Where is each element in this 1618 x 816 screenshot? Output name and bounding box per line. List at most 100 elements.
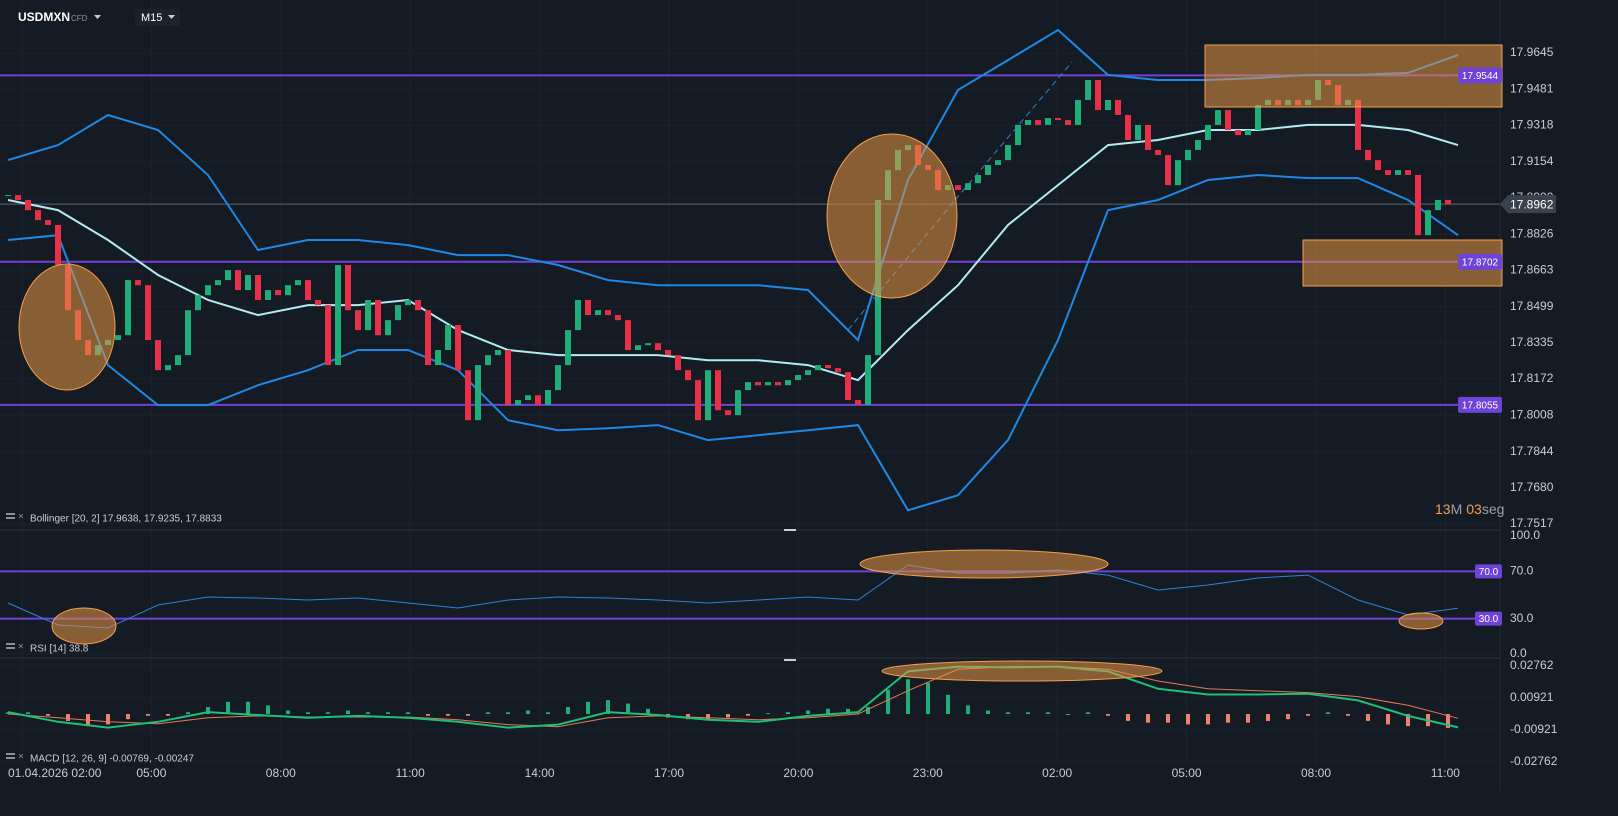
bollinger-middle [7,123,1459,382]
highlight-ellipse[interactable] [881,660,1163,682]
highlight-ellipse[interactable] [51,607,117,645]
candle-body [1155,149,1161,156]
candle-body [315,300,321,306]
highlight-ellipse[interactable] [18,263,116,391]
histogram-bar [46,714,50,716]
candle-body [805,370,811,376]
histogram-bar [906,679,910,714]
candle-body [1065,120,1071,125]
y-tick-label: 70.0 [1510,564,1534,578]
close-icon[interactable]: × [18,512,24,523]
candle-body [225,270,231,281]
y-tick-label: 17.8826 [1510,226,1554,240]
level-label: 17.8055 [1462,401,1499,412]
symbol[interactable]: USDMXN [18,10,70,24]
icon[interactable] [6,753,15,755]
x-tick-label: 08:00 [266,766,296,780]
y-tick-label: 17.7680 [1510,480,1554,494]
level-label: 70.0 [1479,567,1499,578]
candle-body [955,185,961,191]
y-tick-label: -0.02762 [1510,754,1558,768]
candle-body [1095,80,1101,111]
histogram-bar [1366,714,1370,721]
histogram-bar [806,710,810,714]
x-tick-label: 05:00 [1172,766,1202,780]
rsi-line [7,564,1459,629]
histogram-bar [166,714,170,716]
bollinger-label: Bollinger [20, 2] 17.9638, 17.9235, 17.8… [30,514,222,525]
histogram-bar [386,712,390,714]
candle-body [1055,118,1061,121]
highlight-ellipse[interactable] [826,133,958,299]
histogram-bar [186,712,190,714]
icon[interactable] [6,647,15,649]
candle-body [1105,99,1111,111]
candle-body [385,320,391,336]
dropdown-arrow[interactable] [168,15,175,19]
histogram-bar [106,714,110,725]
histogram-bar [1066,714,1070,715]
trend-line[interactable] [954,61,1073,201]
candle-body [655,343,661,351]
icon[interactable] [6,513,15,515]
candle-body [475,365,481,421]
candle-body [1175,160,1181,186]
histogram-bar [886,689,890,714]
candle-body [335,265,341,366]
candle-body [125,280,131,336]
current-price-box [1500,195,1556,214]
histogram-bar [566,707,570,714]
histogram-bar [146,714,150,716]
candle-body [275,290,281,296]
histogram-bar [966,705,970,714]
candle-body [155,340,161,371]
histogram-bar [766,713,770,715]
candle-body [845,372,851,401]
highlight-ellipse[interactable] [1398,612,1444,630]
candle-body [765,382,771,386]
candle-body [245,274,251,291]
x-tick-label: 01.04.2026 02:00 [8,766,102,780]
level-label-box [1458,253,1502,270]
bollinger-lower [7,173,1459,512]
candle-body [775,382,781,386]
candle-body [495,350,501,356]
timeframe-button[interactable] [135,9,180,26]
x-tick-label: 14:00 [525,766,555,780]
candle-body [455,325,461,371]
candle-body [205,285,211,296]
candle-body [345,265,351,311]
histogram-bar [646,708,650,714]
icon[interactable] [6,643,15,645]
candle-body [995,160,1001,165]
icon[interactable] [6,517,15,519]
timeframe[interactable]: M15 [141,12,162,24]
histogram-bar [1086,712,1090,714]
candle-body [635,345,641,351]
candle-body [1015,124,1021,146]
candle-body [325,305,331,366]
level-label-box [1475,611,1502,626]
icon[interactable] [6,757,15,759]
close-icon[interactable]: × [18,752,24,763]
candle-body [365,300,371,331]
highlight-ellipse[interactable] [859,549,1109,579]
candle-body [1115,99,1121,115]
candle-body [255,274,261,301]
candle-body [145,285,151,341]
candle-body [835,368,841,373]
close-icon[interactable]: × [18,642,24,653]
histogram-bar [1306,714,1310,716]
highlight-zone[interactable] [1204,44,1503,108]
candle-body [1225,110,1231,131]
candle-body [1185,149,1191,161]
candle-body [1255,105,1261,131]
histogram-bar [446,714,450,716]
dropdown-arrow[interactable] [94,15,101,19]
candle-body [1235,130,1241,136]
candle-body [825,365,831,369]
candle-body [375,300,381,336]
macd-label: MACD [12, 26, 9] -0.00769, -0.00247 [30,754,194,765]
level-label: 17.9544 [1462,71,1499,82]
x-tick-label: 23:00 [913,766,943,780]
